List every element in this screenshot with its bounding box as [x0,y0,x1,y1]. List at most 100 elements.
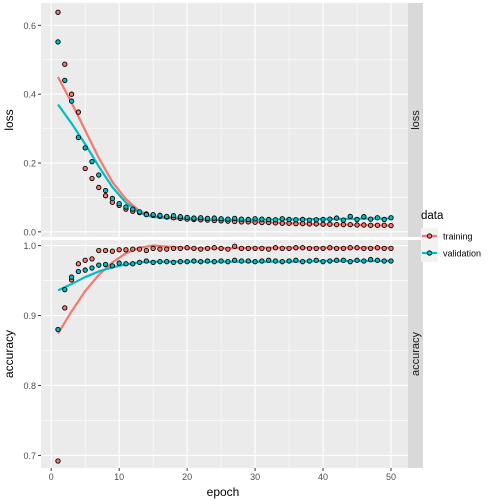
data-point-training [82,165,88,172]
data-point-training [306,245,313,252]
data-point-training [300,245,306,251]
data-point-training [191,245,197,252]
data-point-training [150,245,156,252]
data-point-training [333,221,340,228]
data-point-training [367,222,374,228]
data-point-validation [62,77,68,84]
data-point-training [354,222,360,228]
data-point-training [313,245,319,252]
data-point-validation [327,216,333,222]
data-point-validation [354,216,360,223]
data-point-validation [170,259,177,266]
data-point-validation [143,211,149,218]
data-point-validation [75,268,82,275]
data-point-training [143,247,149,254]
data-point-training [164,246,170,252]
data-point-validation [272,217,279,223]
data-point-validation [164,259,170,265]
data-point-validation [388,215,394,221]
data-point-training [177,245,183,252]
data-point-training [96,184,102,191]
data-point-validation [232,257,238,263]
data-point-validation [123,204,129,210]
data-point-training [279,245,285,252]
legend-title: data [421,210,444,222]
data-point-validation [333,215,340,221]
data-point-validation [143,258,149,264]
data-point-validation [279,259,285,265]
legend-entry-label: validation [443,249,481,259]
data-point-validation [184,259,190,265]
data-point-training [374,245,381,251]
legend-entry-training: training [421,228,473,245]
strip-label: accuracy [410,331,422,376]
data-point-validation [313,217,319,223]
data-point-validation [170,213,177,219]
data-point-validation [320,259,326,265]
strip-background [408,240,423,468]
data-point-validation [272,258,279,264]
legend: data training validation [421,210,481,262]
data-point-validation [306,217,313,223]
data-point-training [320,245,326,252]
data-point-validation [198,259,204,265]
data-point-training [55,458,61,464]
data-point-validation [388,258,394,264]
data-point-training [333,245,340,252]
data-point-validation [116,260,122,266]
data-point-validation [347,259,353,265]
data-point-validation [218,216,224,222]
data-point-validation [225,259,231,265]
data-point-training [388,222,394,229]
data-point-training [367,245,374,252]
data-point-validation [130,206,136,212]
data-point-validation [238,216,245,222]
data-point-training [340,221,347,228]
data-point-validation [136,209,143,215]
data-point-validation [300,216,306,223]
data-point-validation [266,216,272,223]
data-point-validation [109,195,116,202]
data-point-training [320,221,326,227]
y-tick-label: 0.7 [23,451,36,461]
data-point-validation [306,258,313,264]
panel-background [41,240,408,468]
data-point-training [327,221,333,227]
data-point-training [109,248,116,254]
strip-label: loss [410,110,422,130]
panel-background [41,3,408,237]
chart-panels: 0.0 0.2 0.4 0.6 loss 0.7 0.8 0.9 1.0 accuracy 0 10 2… [2,3,423,482]
data-point-validation [245,258,251,264]
data-point-validation [75,134,82,141]
data-point-validation [55,326,61,333]
y-tick-label: 0.2 [23,159,36,169]
data-point-training [388,245,394,252]
data-point-validation [109,263,116,269]
data-point-training [245,245,251,252]
data-point-validation [367,256,374,263]
legend-key-point [426,233,433,239]
data-point-training [347,221,353,228]
y-tick-label: 0.8 [23,381,36,391]
data-point-validation [157,212,163,218]
data-point-training [102,193,109,199]
data-point-validation [62,287,68,293]
data-point-training [96,247,102,254]
data-point-validation [381,258,387,264]
data-point-training [123,247,129,253]
data-point-training [211,245,217,251]
data-point-validation [266,257,272,263]
data-point-validation [211,259,217,265]
data-point-training [184,245,190,251]
data-point-validation [245,216,251,223]
data-point-training [259,245,265,252]
data-point-validation [82,267,88,273]
data-point-validation [68,274,75,280]
x-tick-label: 30 [250,472,260,482]
data-point-training [381,222,387,228]
data-point-training [238,245,245,252]
data-point-validation [354,257,360,263]
data-point-validation [238,258,245,264]
data-point-validation [320,216,326,223]
data-point-training [279,220,285,226]
